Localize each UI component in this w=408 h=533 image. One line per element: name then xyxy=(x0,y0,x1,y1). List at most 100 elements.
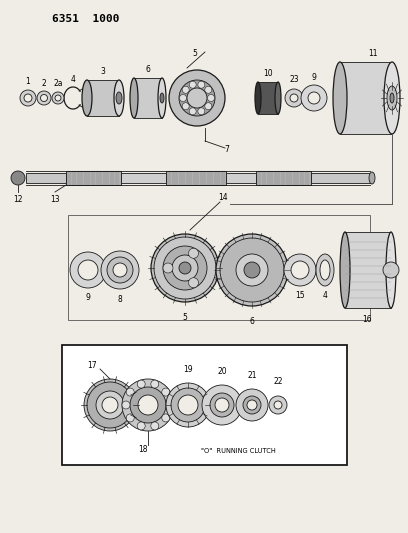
Circle shape xyxy=(301,85,327,111)
Bar xyxy=(66,171,121,185)
Ellipse shape xyxy=(116,92,122,104)
Text: 2a: 2a xyxy=(53,78,63,87)
Circle shape xyxy=(107,257,133,283)
Circle shape xyxy=(122,401,130,409)
Bar xyxy=(345,232,391,308)
Ellipse shape xyxy=(158,78,166,118)
Circle shape xyxy=(162,414,170,422)
Text: 1: 1 xyxy=(26,77,30,86)
Text: 3: 3 xyxy=(100,68,105,77)
Circle shape xyxy=(210,393,234,417)
Text: 22: 22 xyxy=(273,377,283,386)
Ellipse shape xyxy=(390,93,394,103)
Ellipse shape xyxy=(130,78,138,118)
Circle shape xyxy=(171,388,205,422)
Circle shape xyxy=(187,88,207,108)
Circle shape xyxy=(169,70,225,126)
Circle shape xyxy=(137,422,145,430)
Circle shape xyxy=(182,86,189,93)
Text: 23: 23 xyxy=(289,76,299,85)
Circle shape xyxy=(205,86,212,93)
Circle shape xyxy=(78,260,98,280)
Ellipse shape xyxy=(275,82,281,114)
Text: 17: 17 xyxy=(87,360,97,369)
Circle shape xyxy=(151,380,159,388)
Circle shape xyxy=(179,262,191,274)
Circle shape xyxy=(244,262,260,278)
Bar xyxy=(134,78,162,118)
Circle shape xyxy=(383,262,399,278)
Text: 15: 15 xyxy=(295,290,305,300)
Circle shape xyxy=(198,81,205,88)
Ellipse shape xyxy=(316,254,334,286)
Circle shape xyxy=(163,263,173,273)
Ellipse shape xyxy=(82,80,92,116)
Text: 5: 5 xyxy=(193,50,197,59)
Bar xyxy=(121,173,166,183)
Ellipse shape xyxy=(255,82,261,114)
Circle shape xyxy=(84,379,136,431)
Circle shape xyxy=(87,382,133,428)
Circle shape xyxy=(236,389,268,421)
Text: 19: 19 xyxy=(183,365,193,374)
Circle shape xyxy=(290,94,298,102)
Circle shape xyxy=(126,414,134,422)
Text: 4: 4 xyxy=(323,290,328,300)
Circle shape xyxy=(202,385,242,425)
Circle shape xyxy=(247,400,257,410)
Text: 18: 18 xyxy=(138,445,148,454)
Text: 9: 9 xyxy=(86,294,91,303)
Ellipse shape xyxy=(386,232,396,308)
Circle shape xyxy=(178,395,198,415)
Text: 10: 10 xyxy=(263,69,273,78)
Circle shape xyxy=(166,401,174,409)
Circle shape xyxy=(220,238,284,302)
Circle shape xyxy=(308,92,320,104)
Circle shape xyxy=(291,261,309,279)
Bar xyxy=(166,171,226,185)
Circle shape xyxy=(188,278,199,288)
Circle shape xyxy=(122,379,174,431)
Text: 16: 16 xyxy=(362,316,372,325)
Ellipse shape xyxy=(160,93,164,103)
Text: "O"  RUNNING CLUTCH: "O" RUNNING CLUTCH xyxy=(201,448,276,454)
Bar xyxy=(226,173,256,183)
Circle shape xyxy=(162,388,170,396)
Ellipse shape xyxy=(384,62,400,134)
Text: 9: 9 xyxy=(312,72,317,82)
Circle shape xyxy=(205,103,212,110)
Bar xyxy=(258,82,278,114)
Ellipse shape xyxy=(333,62,347,134)
Bar xyxy=(256,171,311,185)
Circle shape xyxy=(208,94,215,101)
Circle shape xyxy=(198,108,205,115)
Circle shape xyxy=(166,383,210,427)
Circle shape xyxy=(113,263,127,277)
Bar xyxy=(340,62,392,134)
Circle shape xyxy=(189,81,196,88)
Circle shape xyxy=(138,395,158,415)
Text: 20: 20 xyxy=(217,367,227,376)
Bar xyxy=(26,173,66,183)
Ellipse shape xyxy=(387,86,397,110)
Circle shape xyxy=(182,103,189,110)
Text: 8: 8 xyxy=(118,295,122,304)
Circle shape xyxy=(40,94,47,101)
Circle shape xyxy=(52,92,64,104)
Circle shape xyxy=(243,396,261,414)
Circle shape xyxy=(180,94,186,101)
Text: 6351  1000: 6351 1000 xyxy=(52,14,120,24)
Bar xyxy=(87,80,119,116)
Circle shape xyxy=(274,401,282,409)
Circle shape xyxy=(216,234,288,306)
Text: 13: 13 xyxy=(50,196,60,205)
Circle shape xyxy=(215,398,229,412)
Circle shape xyxy=(37,91,51,105)
Circle shape xyxy=(269,396,287,414)
Circle shape xyxy=(126,388,134,396)
Circle shape xyxy=(172,255,198,281)
Circle shape xyxy=(188,248,199,259)
Circle shape xyxy=(284,254,316,286)
Bar xyxy=(62,345,347,465)
Text: 5: 5 xyxy=(182,313,187,322)
